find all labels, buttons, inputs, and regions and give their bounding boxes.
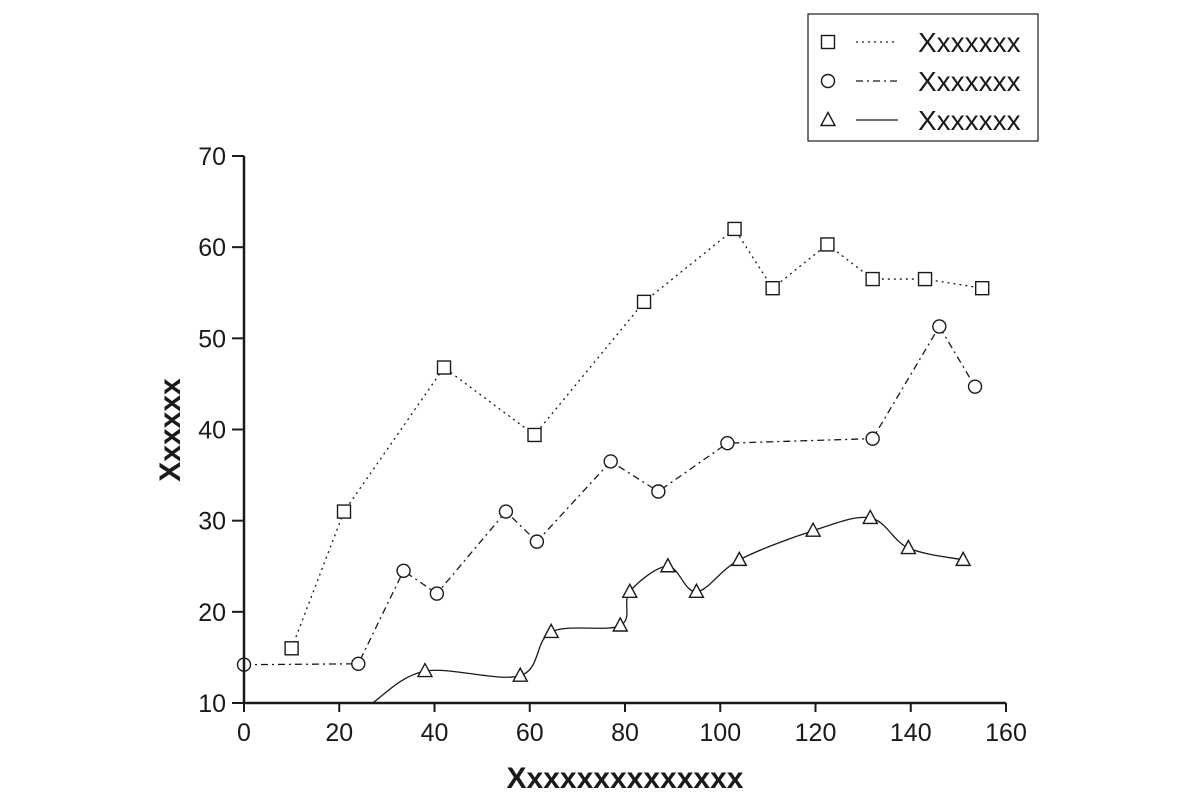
series-2-point — [603, 454, 618, 469]
legend-marker — [820, 34, 836, 50]
series-layer — [236, 221, 990, 704]
series-3-line — [372, 516, 964, 704]
legend-entry-1: Xxxxxxx — [820, 27, 1021, 58]
legend-marker — [819, 111, 837, 127]
series-3-point — [512, 666, 529, 682]
legend-label: Xxxxxxx — [918, 66, 1021, 97]
series-3-point — [862, 508, 879, 525]
x-tick-label: 120 — [795, 719, 837, 747]
y-tick-label: 20 — [198, 599, 226, 627]
series-1-point — [974, 280, 990, 296]
x-tick-label: 140 — [890, 719, 932, 747]
series-1-point — [820, 237, 835, 252]
series-2-point — [351, 656, 366, 671]
y-axis-title: Xxxxxx — [154, 378, 187, 482]
x-tick-label: 60 — [516, 719, 544, 747]
series-2-point — [651, 484, 666, 499]
series-3-point — [731, 550, 748, 567]
legend-entries: Xxxxxxx Xxxxxxx Xxxxxxx — [819, 27, 1021, 136]
y-tick-label: 60 — [198, 234, 226, 262]
legend-entry-2: Xxxxxxx — [820, 66, 1021, 97]
legend-label: Xxxxxxx — [918, 27, 1021, 58]
y-tick-label: 70 — [198, 143, 226, 171]
y-tick-label: 50 — [198, 325, 226, 353]
series-1-point — [636, 294, 652, 310]
series-1-point — [865, 271, 880, 287]
series-3-point — [621, 582, 638, 598]
x-tick-label: 100 — [699, 719, 741, 747]
series-1-point — [917, 271, 933, 287]
x-tick-label: 160 — [985, 719, 1027, 747]
legend-label: Xxxxxxx — [918, 105, 1021, 136]
legend-marker — [820, 73, 836, 89]
series-2 — [236, 319, 983, 672]
series-2-point — [967, 379, 983, 394]
y-tick-label: 30 — [198, 508, 226, 536]
x-tick-label: 80 — [611, 719, 639, 747]
y-tick-label: 40 — [198, 417, 226, 445]
series-1-point — [436, 360, 452, 375]
series-2-point — [865, 431, 880, 446]
legend-box — [807, 13, 1039, 142]
series-3-point — [688, 582, 705, 598]
series-2-point — [498, 504, 514, 519]
x-tick-label: 0 — [237, 719, 251, 747]
x-axis-ticks: 0 20 40 60 80 100 120 140 160 — [237, 703, 1027, 747]
legend: Xxxxxxx Xxxxxxx Xxxxxxx — [807, 13, 1039, 142]
y-axis-ticks: 10 20 30 40 50 60 70 — [198, 143, 244, 718]
series-2-point — [720, 435, 735, 451]
series-2-line — [243, 325, 976, 666]
series-2-point — [529, 534, 545, 549]
series-1-point — [727, 221, 742, 237]
y-tick-label: 10 — [198, 690, 226, 718]
series-1-point — [336, 504, 352, 519]
series-3-point — [954, 550, 972, 567]
series-1-point — [284, 641, 299, 656]
series-3-point — [416, 662, 434, 678]
series-2-point — [396, 563, 411, 579]
series-3-point — [659, 557, 677, 573]
series-2-point — [429, 586, 445, 601]
series-1-point — [527, 427, 542, 443]
series-2-point — [932, 319, 947, 334]
series-3-point — [612, 616, 629, 632]
series-1-point — [765, 280, 780, 296]
series-1 — [284, 221, 990, 656]
series-3-point — [543, 622, 560, 639]
series-3-point — [900, 539, 917, 555]
series-3-point — [804, 521, 822, 537]
x-tick-label: 40 — [421, 719, 449, 747]
series-3 — [372, 508, 972, 704]
x-tick-label: 20 — [325, 719, 353, 747]
x-axis-title: Xxxxxxxxxxxxxx — [507, 762, 744, 795]
legend-entry-3: Xxxxxxx — [819, 105, 1021, 136]
axes-layer: 0 20 40 60 80 100 120 140 160 10 20 30 40 50 60 70 — [198, 143, 1027, 747]
